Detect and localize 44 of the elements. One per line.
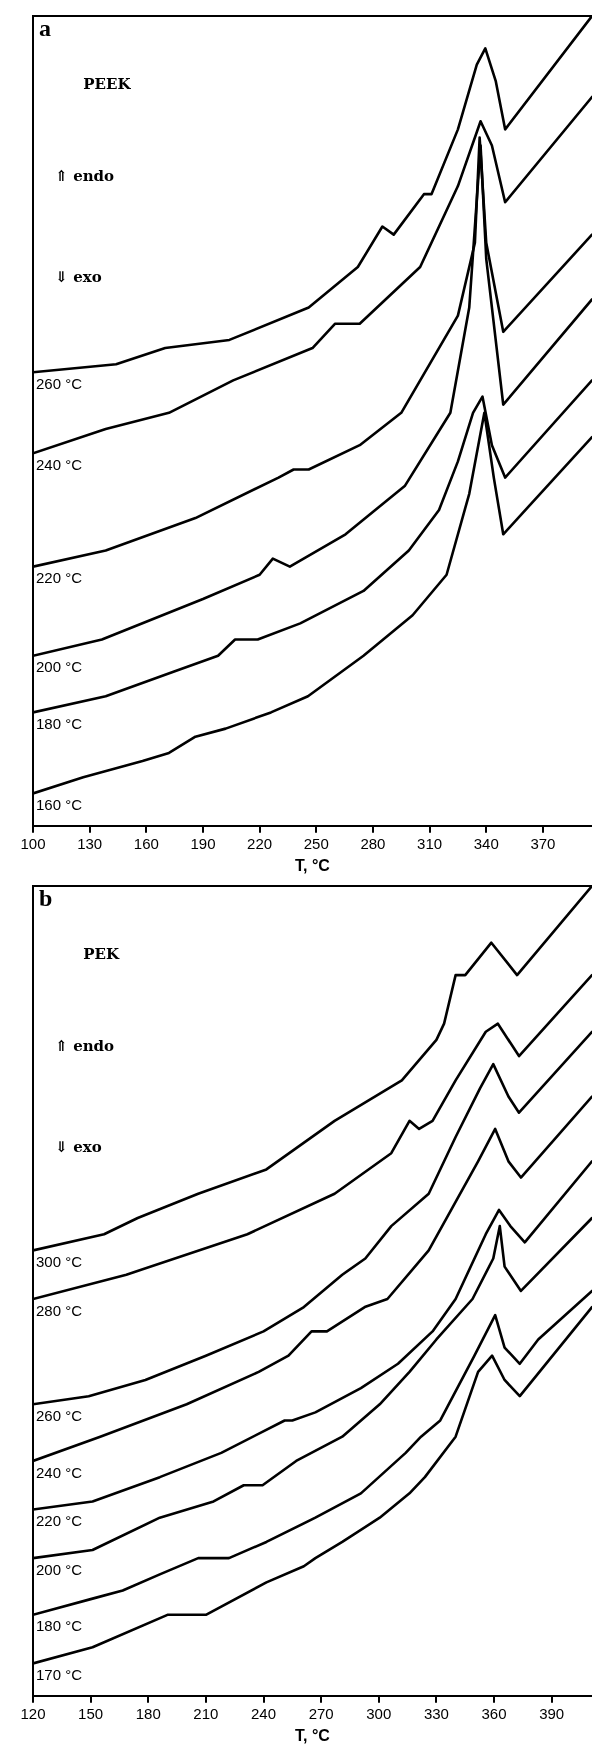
x-tick-label: 130	[77, 834, 103, 852]
series-label: 220 °C	[36, 569, 83, 587]
series-label: 260 °C	[36, 1406, 83, 1424]
x-tick-label: 100	[20, 834, 46, 852]
series-label: 170 °C	[36, 1666, 83, 1684]
x-tick-label: 240	[251, 1704, 277, 1722]
series-label: 180 °C	[36, 715, 83, 733]
x-tick-label: 280	[360, 834, 386, 852]
series-label: 260 °C	[36, 374, 83, 392]
x-tick-label: 190	[190, 834, 216, 852]
chart-title: b	[39, 885, 53, 912]
series-label: 220 °C	[36, 1512, 83, 1530]
x-tick-label: 330	[423, 1704, 449, 1722]
x-tick-label: 340	[473, 834, 499, 852]
series-label: 280 °C	[36, 1301, 83, 1319]
x-tick-label: 360	[481, 1704, 507, 1722]
annotation: PEK	[83, 944, 121, 963]
x-tick-label: 270	[308, 1704, 334, 1722]
x-tick-label: 250	[303, 834, 329, 852]
x-tick-label: 220	[247, 834, 273, 852]
x-tick-label: 370	[530, 834, 556, 852]
x-axis-title: T, °C	[295, 1726, 331, 1744]
x-tick-label: 210	[193, 1704, 219, 1722]
annotation: PEEK	[83, 74, 132, 93]
annotation: ⇑ endo	[55, 167, 115, 186]
x-tick-label: 300	[366, 1704, 392, 1722]
x-tick-label: 120	[20, 1704, 46, 1722]
series-label: 200 °C	[36, 1560, 83, 1578]
series-label: 240 °C	[36, 1463, 83, 1481]
annotation: ⇑ endo	[55, 1037, 115, 1056]
annotation: ⇓ exo	[55, 268, 102, 287]
series-label: 300 °C	[36, 1253, 83, 1271]
chart-title: a	[39, 15, 51, 42]
x-tick-label: 180	[135, 1704, 161, 1722]
series-label: 240 °C	[36, 455, 83, 473]
series-label: 200 °C	[36, 658, 83, 676]
x-axis-title: T, °C	[295, 856, 331, 874]
x-tick-label: 160	[133, 834, 159, 852]
annotation: ⇓ exo	[55, 1138, 102, 1157]
series-label: 180 °C	[36, 1617, 83, 1635]
series-label: 160 °C	[36, 796, 83, 814]
x-tick-label: 310	[417, 834, 443, 852]
x-tick-label: 150	[78, 1704, 104, 1722]
x-tick-label: 390	[539, 1704, 565, 1722]
